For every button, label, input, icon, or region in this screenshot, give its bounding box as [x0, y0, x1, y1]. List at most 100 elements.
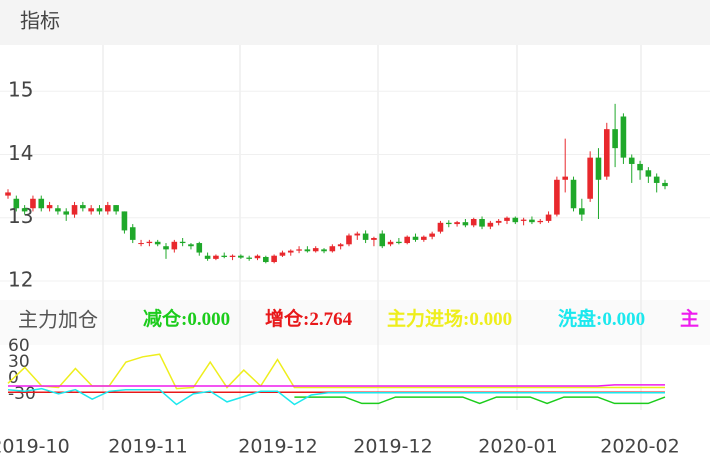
candle-body — [562, 176, 569, 180]
candle-body — [254, 255, 261, 259]
candle-body — [529, 219, 535, 223]
candle-body — [71, 205, 78, 215]
candle-body — [396, 241, 402, 244]
legend-name: 增仓: — [265, 307, 309, 330]
candle-body — [138, 243, 144, 245]
candle-body — [379, 233, 386, 247]
candle-body — [96, 208, 103, 212]
candle-body — [462, 222, 469, 226]
candle-body — [304, 249, 311, 252]
candle-body — [321, 249, 327, 252]
candle-body — [479, 219, 485, 227]
indicator-line — [7, 353, 665, 390]
y-tick-label: 60 — [8, 336, 30, 356]
candle-body — [612, 129, 618, 149]
candle-body — [129, 227, 136, 240]
candle-body — [30, 198, 36, 209]
legend-name: 主力进场: — [387, 307, 469, 330]
candle-body — [287, 250, 294, 253]
legend-value: 0.000 — [469, 309, 512, 330]
candle-body — [620, 116, 627, 158]
candle-body — [429, 233, 435, 237]
candle-body — [337, 244, 344, 247]
candle-body — [387, 241, 394, 245]
legend-bar — [0, 300, 710, 345]
candle-body — [238, 255, 244, 258]
candle-body — [38, 198, 45, 209]
candle-body — [121, 211, 128, 231]
candle-body — [196, 243, 203, 253]
candle-body — [454, 222, 460, 225]
candle-body — [204, 255, 211, 259]
candle-body — [570, 179, 577, 209]
candle-body — [312, 248, 319, 252]
legend-item: 洗盘:0.000 — [558, 307, 645, 330]
candle-body — [628, 157, 635, 164]
indicator-line — [294, 396, 666, 405]
y-tick-label: 12 — [8, 268, 33, 292]
legend-name: 减仓: — [143, 307, 187, 330]
candle-body — [412, 236, 419, 240]
legend-value: 0.000 — [187, 309, 230, 330]
candle-body — [46, 205, 53, 209]
legend-name: 主 — [680, 308, 699, 330]
candle-body — [88, 208, 94, 212]
candle-body — [537, 220, 544, 223]
candle-body — [213, 255, 219, 259]
y-tick-label: 14 — [8, 141, 33, 165]
legend-value: 2.764 — [309, 309, 352, 330]
candle-body — [487, 222, 494, 227]
y-tick-label: 15 — [8, 78, 33, 102]
candle-body — [263, 256, 269, 263]
y-tick-label: 13 — [8, 204, 33, 228]
candle-body — [637, 163, 643, 171]
candle-body — [21, 208, 28, 212]
candle-body — [104, 205, 111, 212]
candle-body — [362, 233, 369, 240]
candle-body — [354, 233, 361, 236]
legend-item: 主力进场:0.000 — [387, 307, 512, 330]
candle-body — [154, 241, 161, 245]
candle-body — [579, 208, 585, 215]
candle-body — [229, 255, 236, 257]
candle-body — [512, 217, 519, 223]
candle-body — [296, 249, 302, 251]
x-tick-label: 2020-02 — [600, 436, 679, 458]
candle-body — [587, 157, 593, 199]
candle-body — [371, 237, 377, 240]
candle-body — [171, 241, 178, 250]
legend-value: 0.000 — [602, 309, 645, 330]
legend-item: 增仓:2.764 — [265, 307, 353, 330]
x-tick-label: 2019-10 — [0, 436, 70, 458]
candle-body — [653, 176, 660, 183]
candle-body — [5, 192, 11, 196]
candle-body — [445, 222, 452, 225]
candle-body — [163, 246, 169, 250]
candle-body — [271, 255, 277, 263]
candle-body — [13, 198, 20, 209]
candle-body — [329, 246, 336, 252]
legend-name: 洗盘: — [558, 307, 602, 330]
candle-body — [554, 179, 560, 215]
candle-body — [179, 241, 186, 244]
candle-body — [146, 241, 153, 244]
x-tick-label: 2019-12 — [238, 436, 317, 458]
candle-body — [55, 208, 61, 212]
candle-body — [188, 244, 194, 247]
candle-body — [80, 205, 86, 209]
candle-body — [63, 211, 70, 215]
candle-body — [404, 236, 410, 244]
candle-body — [495, 220, 502, 223]
indicator-title: 主力加仓 — [18, 308, 98, 332]
legend-item: 主 — [680, 308, 699, 330]
indicator-line — [7, 387, 665, 406]
candle-body — [279, 252, 286, 256]
indicator-line — [8, 384, 665, 387]
candle-body — [520, 219, 527, 221]
x-tick-label: 2020-01 — [478, 436, 557, 458]
header-bar — [0, 0, 710, 45]
candle-body — [645, 170, 652, 177]
x-tick-label: 2019-12 — [353, 436, 432, 458]
header-title: 指标 — [20, 9, 60, 33]
